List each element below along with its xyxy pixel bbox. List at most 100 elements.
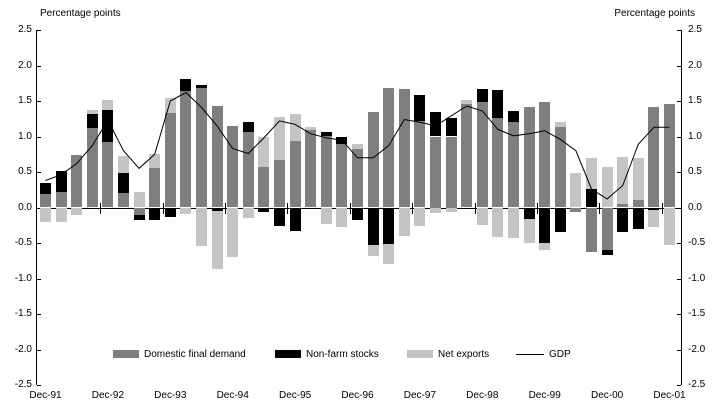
bar-segment-non-farm-stocks xyxy=(352,207,363,221)
y-tick-label-right: -2.5 xyxy=(688,379,706,390)
bar-segment-net-exports xyxy=(664,207,675,246)
bar-segment-non-farm-stocks xyxy=(554,207,566,232)
bar-segment-domestic-final-demand xyxy=(570,207,582,213)
legend-line-sample xyxy=(516,353,544,355)
y-tick-left xyxy=(37,172,41,173)
legend-item-gdp: GDP xyxy=(516,348,571,360)
bar-segment-non-farm-stocks xyxy=(55,170,67,192)
bar-segment-non-farm-stocks xyxy=(289,207,301,231)
bar-segment-net-exports xyxy=(398,207,410,236)
bar-segment-net-exports xyxy=(227,207,239,258)
x-axis-year-tick xyxy=(474,202,476,214)
legend-item-net-exports: Net exports xyxy=(407,348,489,360)
bar-segment-domestic-final-demand xyxy=(648,106,660,208)
bar-segment-domestic-final-demand xyxy=(554,127,566,208)
y-tick-label-left: 2.5 xyxy=(18,24,32,35)
bar-segment-non-farm-stocks xyxy=(492,90,504,119)
bar-segment-non-farm-stocks xyxy=(648,207,660,211)
bar-segment-net-exports xyxy=(320,207,332,224)
y-tick-label-right: 2.5 xyxy=(688,24,702,35)
y-tick-left xyxy=(37,30,41,31)
bar-segment-non-farm-stocks xyxy=(164,207,176,217)
bar-segment-non-farm-stocks xyxy=(383,207,395,245)
bar-segment-net-exports xyxy=(461,100,473,104)
x-axis-year-tick xyxy=(100,202,102,214)
y-tick-label-left: 0.5 xyxy=(18,166,32,177)
bar-segment-non-farm-stocks xyxy=(539,207,551,243)
y-tick-label-right: -1.5 xyxy=(688,308,706,319)
bar-segment-net-exports xyxy=(86,110,98,115)
bar-segment-net-exports xyxy=(523,218,535,243)
bar-segment-non-farm-stocks xyxy=(196,85,207,89)
bar-segment-domestic-final-demand xyxy=(586,207,597,252)
legend-item-non-farm-stocks: Non-farm stocks xyxy=(275,348,379,360)
x-tick-label: Dec-01 xyxy=(653,390,686,401)
y-tick-label-left: -1.5 xyxy=(14,308,32,319)
bar-segment-non-farm-stocks xyxy=(149,207,161,220)
bar-segment-net-exports xyxy=(258,137,270,168)
bar-segment-net-exports xyxy=(570,172,582,208)
bar-segment-domestic-final-demand xyxy=(86,127,98,208)
bar-segment-non-farm-stocks xyxy=(414,95,426,121)
y-tick-right xyxy=(677,314,681,315)
bar-segment-domestic-final-demand xyxy=(352,148,363,208)
bar-segment-domestic-final-demand xyxy=(242,132,254,208)
legend-color-swatch xyxy=(275,350,301,358)
bar-segment-domestic-final-demand xyxy=(508,122,519,208)
bar-segment-domestic-final-demand xyxy=(164,113,176,208)
bar-segment-net-exports xyxy=(648,210,660,228)
bar-segment-domestic-final-demand xyxy=(445,136,457,208)
bar-segment-domestic-final-demand xyxy=(601,207,613,251)
bar-segment-domestic-final-demand xyxy=(383,87,395,208)
y-tick-label-left: 1.5 xyxy=(18,95,32,106)
bar-segment-non-farm-stocks xyxy=(133,214,145,221)
y-tick-label-left: 2.0 xyxy=(18,59,32,71)
bar-segment-domestic-final-demand xyxy=(414,120,426,208)
y-tick-label-right: -2.0 xyxy=(688,343,706,355)
bar-segment-non-farm-stocks xyxy=(601,250,613,256)
bar-segment-net-exports xyxy=(586,157,597,190)
y-tick-right xyxy=(677,136,681,138)
bar-segment-net-exports xyxy=(632,157,644,201)
bar-segment-net-exports xyxy=(352,143,363,149)
bar-segment-domestic-final-demand xyxy=(55,191,67,208)
y-tick-label-left: -2.5 xyxy=(14,379,32,390)
bar-segment-net-exports xyxy=(164,98,176,114)
x-axis-year-tick xyxy=(412,202,414,214)
bar-segment-net-exports xyxy=(367,245,379,256)
bar-segment-domestic-final-demand xyxy=(40,194,51,208)
bar-segment-net-exports xyxy=(554,121,566,128)
y-tick-label-right: -1.0 xyxy=(688,272,706,284)
y-tick-left xyxy=(37,243,41,244)
bar-segment-non-farm-stocks xyxy=(367,207,379,246)
bar-segment-domestic-final-demand xyxy=(367,112,379,208)
x-tick-label: Dec-97 xyxy=(403,390,437,401)
legend-color-swatch xyxy=(113,350,139,358)
x-axis-year-tick xyxy=(599,202,601,214)
bar-segment-non-farm-stocks xyxy=(102,109,114,143)
bar-segment-domestic-final-demand xyxy=(336,144,348,208)
legend-item-domestic-final-demand: Domestic final demand xyxy=(113,348,246,360)
y-tick-left xyxy=(37,385,41,386)
bar-segment-domestic-final-demand xyxy=(118,193,129,208)
bar-segment-net-exports xyxy=(476,207,488,226)
y-axis-right xyxy=(681,30,682,385)
bar-segment-net-exports xyxy=(55,207,67,223)
bar-segment-non-farm-stocks xyxy=(430,112,441,137)
bar-segment-domestic-final-demand xyxy=(180,91,192,208)
bar-segment-domestic-final-demand xyxy=(71,154,83,208)
x-axis-year-tick xyxy=(349,202,351,214)
bar-segment-non-farm-stocks xyxy=(274,207,285,226)
bar-segment-domestic-final-demand xyxy=(430,136,441,208)
y-axis-title-right: Percentage points xyxy=(614,8,695,19)
y-tick-label-right: 1.5 xyxy=(688,95,702,106)
y-tick-right xyxy=(677,385,681,386)
x-axis-year-tick xyxy=(287,202,289,214)
bar-segment-net-exports xyxy=(118,156,129,173)
bar-segment-domestic-final-demand xyxy=(149,167,161,208)
legend-label: Non-farm stocks xyxy=(306,348,379,360)
x-axis-year-tick xyxy=(536,202,538,214)
bar-segment-non-farm-stocks xyxy=(211,207,223,212)
y-tick-right xyxy=(677,243,681,244)
